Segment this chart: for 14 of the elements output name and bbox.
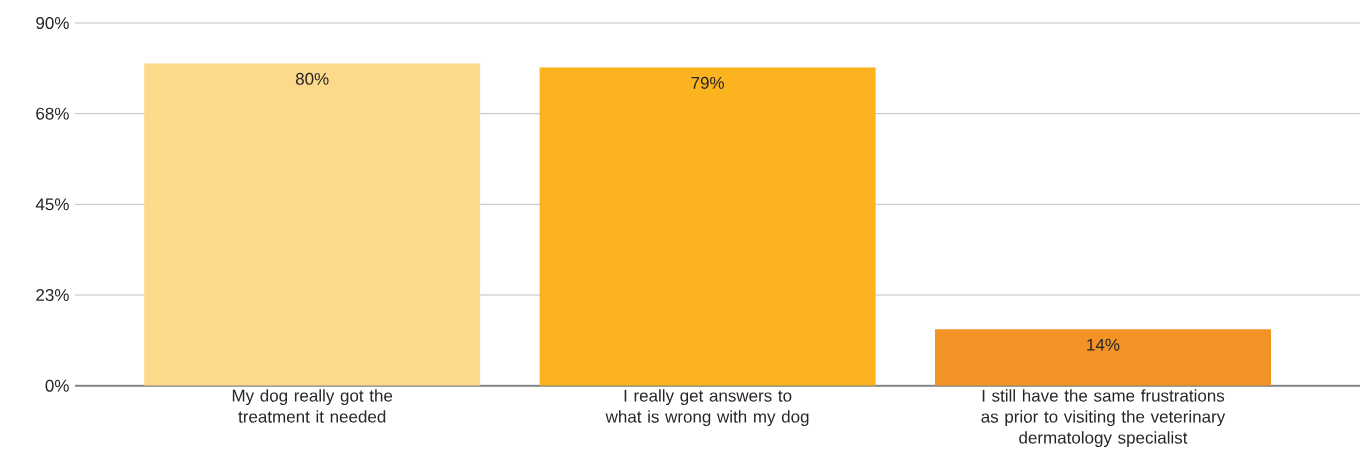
y-tick-label: 90% — [36, 17, 69, 30]
x-tick-label: I really get answers to what is wrong with my dog — [605, 389, 809, 427]
y-tick-label: 45% — [35, 198, 69, 211]
data-label: 80% — [295, 72, 329, 86]
x-tick-label: My dog really got the treatment it needed — [232, 389, 393, 423]
y-tick-label: 0% — [45, 379, 69, 392]
y-tick-label: 68% — [36, 107, 69, 120]
bar — [144, 63, 481, 386]
x-tick-label: I still have the same frustrations as prior to visiting the veterinary dermatology specialist — [981, 389, 1226, 448]
bar — [539, 67, 876, 386]
bar — [934, 329, 1272, 386]
data-label: 79% — [691, 77, 724, 90]
data-label: 14% — [1087, 338, 1120, 351]
y-tick-label: 23% — [36, 289, 69, 302]
